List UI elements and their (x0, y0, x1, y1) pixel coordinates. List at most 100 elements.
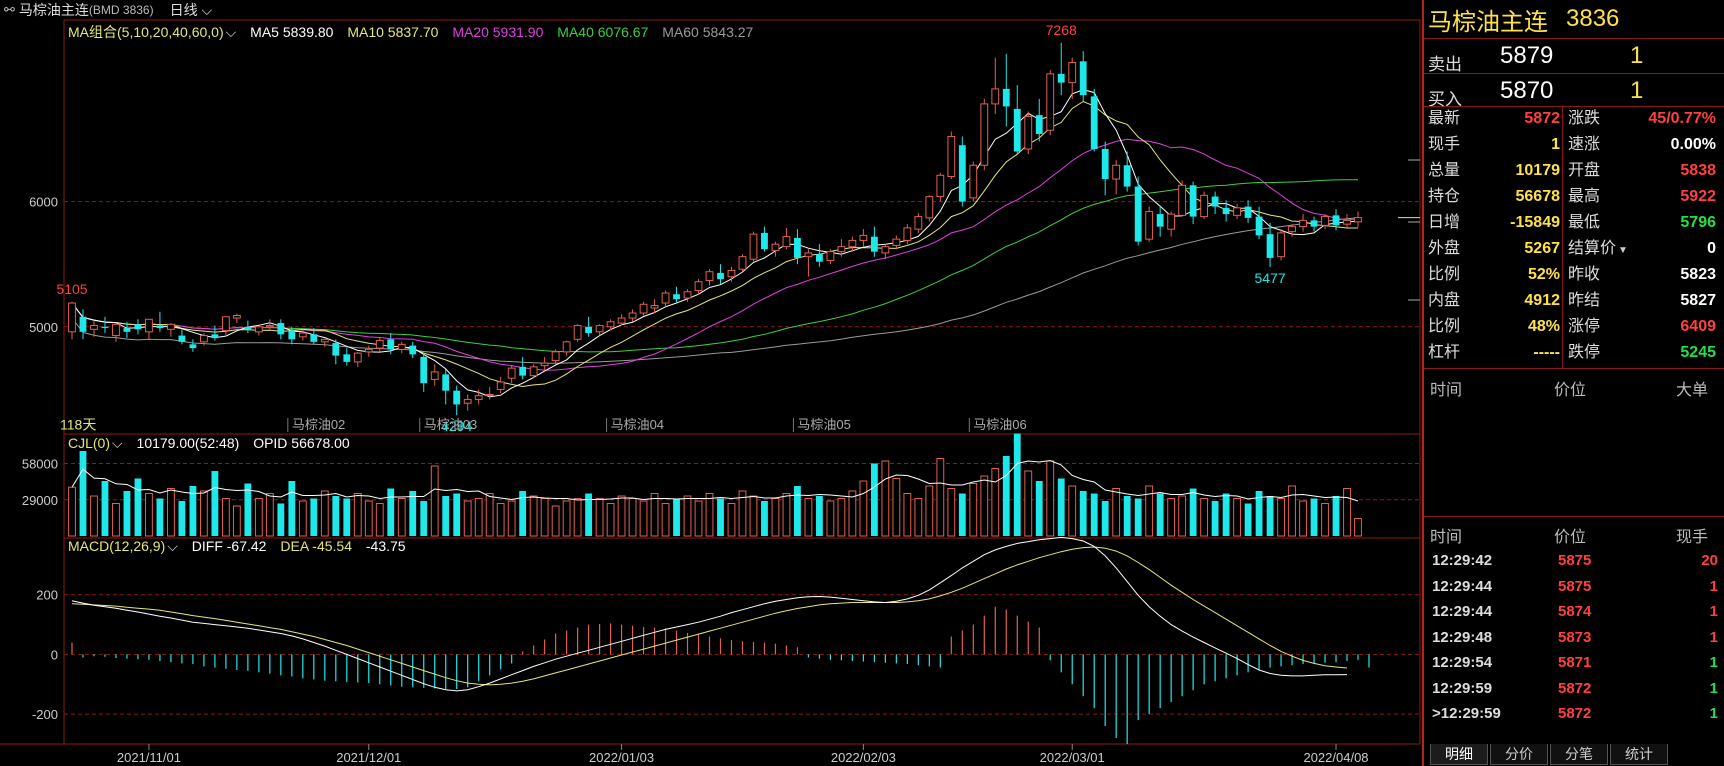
candle-body[interactable] (892, 238, 901, 246)
volume-bar[interactable] (804, 498, 813, 537)
candle-body[interactable] (816, 254, 823, 262)
caret-down-icon[interactable]: ▼ (1618, 245, 1628, 256)
candle-body[interactable] (211, 334, 219, 339)
volume-bar[interactable] (782, 493, 791, 537)
candle-body[interactable] (650, 305, 659, 309)
volume-bar[interactable] (1266, 496, 1274, 536)
candle-body[interactable] (1090, 96, 1098, 149)
volume-bar[interactable] (848, 490, 857, 537)
volume-bar[interactable] (1343, 488, 1351, 537)
candle-body[interactable] (134, 324, 142, 330)
candle-body[interactable] (1156, 214, 1164, 227)
ma-indicator-name[interactable]: MA组合(5,10,20,40,60,0) (68, 24, 224, 40)
volume-bar[interactable] (694, 500, 703, 537)
candle-body[interactable] (595, 325, 604, 333)
volume-bar[interactable] (1321, 503, 1329, 537)
volume-bar[interactable] (914, 498, 923, 537)
tick-row[interactable]: >12:29:59 5872 1 (1428, 701, 1724, 726)
tab-price-dist[interactable]: 分价 (1490, 744, 1548, 765)
volume-bar[interactable] (1167, 498, 1176, 537)
candle-body[interactable] (1255, 216, 1263, 236)
volume-bar[interactable] (837, 498, 846, 537)
candle-body[interactable] (903, 227, 912, 241)
candle-body[interactable] (1046, 73, 1055, 131)
volume-bar[interactable] (585, 493, 593, 537)
candle-body[interactable] (277, 323, 285, 335)
candle-body[interactable] (1266, 234, 1274, 258)
candle-body[interactable] (1178, 184, 1187, 216)
candle-body[interactable] (705, 271, 714, 281)
volume-bar[interactable] (353, 493, 362, 537)
candle-body[interactable] (826, 251, 835, 261)
candle-body[interactable] (420, 356, 428, 384)
volume-bar[interactable] (1079, 491, 1087, 536)
volume-bar[interactable] (1222, 493, 1230, 537)
candle-body[interactable] (914, 216, 923, 230)
volume-bar[interactable] (661, 503, 670, 537)
candle-body[interactable] (519, 366, 527, 376)
volume-bar[interactable] (112, 503, 120, 537)
volume-bar[interactable] (1310, 498, 1318, 537)
volume-bar[interactable] (1156, 493, 1164, 537)
volume-bar[interactable] (1189, 488, 1197, 537)
volume-bar[interactable] (816, 496, 823, 536)
tick-row[interactable]: 12:29:42 5875 20 (1428, 548, 1724, 573)
candle-body[interactable] (1145, 211, 1154, 240)
volume-bar[interactable] (771, 498, 780, 537)
candle-body[interactable] (332, 343, 340, 356)
volume-bar[interactable] (606, 503, 615, 537)
candle-body[interactable] (353, 352, 362, 363)
volume-bar[interactable] (936, 458, 945, 537)
candle-body[interactable] (1288, 226, 1296, 233)
candle-body[interactable] (727, 269, 736, 278)
candle-body[interactable] (673, 294, 680, 300)
candle-body[interactable] (980, 103, 989, 166)
candle-body[interactable] (694, 281, 703, 291)
volume-bar[interactable] (310, 498, 318, 537)
volume-bar[interactable] (364, 500, 373, 537)
candle-body[interactable] (430, 371, 439, 380)
candle-body[interactable] (771, 243, 780, 251)
volume-bar[interactable] (969, 483, 978, 537)
period-selector[interactable]: 日线 ⌵ (170, 0, 213, 20)
volume-bar[interactable] (134, 478, 142, 537)
link-icon[interactable]: ⚯ (4, 2, 15, 17)
volume-bar[interactable] (474, 498, 483, 537)
candle-body[interactable] (474, 395, 483, 400)
candle-body[interactable] (639, 303, 648, 314)
candle-body[interactable] (1057, 73, 1065, 83)
volume-bar[interactable] (254, 498, 263, 537)
volume-bar[interactable] (1332, 496, 1340, 536)
candle-body[interactable] (298, 332, 307, 338)
volume-bar[interactable] (68, 486, 76, 537)
buy-quote-row[interactable]: 买入 5870 1 (1426, 75, 1722, 109)
volume-bar[interactable] (1101, 501, 1109, 536)
candle-body[interactable] (936, 174, 945, 198)
candle-body[interactable] (749, 233, 758, 260)
volume-bar[interactable] (496, 503, 505, 537)
candle-body[interactable] (947, 135, 956, 178)
candle-body[interactable] (881, 246, 890, 254)
volume-bar[interactable] (573, 498, 582, 537)
candle-body[interactable] (1244, 206, 1252, 218)
candle-body[interactable] (585, 326, 593, 334)
candle-body[interactable] (1013, 108, 1021, 152)
volume-bar[interactable] (79, 451, 87, 536)
volume-bar[interactable] (453, 493, 461, 537)
candle-body[interactable] (1123, 165, 1131, 187)
candle-body[interactable] (1024, 115, 1033, 150)
volume-bar[interactable] (1112, 488, 1121, 537)
volume-bar[interactable] (463, 500, 472, 537)
volume-bar[interactable] (1255, 491, 1263, 536)
volume-bar[interactable] (145, 493, 153, 537)
macd-indicator-name[interactable]: MACD(12,26,9) (68, 538, 166, 554)
candle-body[interactable] (244, 326, 252, 330)
volume-bar[interactable] (1178, 495, 1187, 537)
candle-body[interactable] (310, 334, 318, 342)
volume-bar[interactable] (101, 481, 109, 536)
volume-bar[interactable] (1134, 498, 1142, 537)
candle-body[interactable] (1101, 148, 1109, 180)
volume-bar[interactable] (265, 493, 274, 537)
volume-bar[interactable] (519, 491, 527, 536)
volume-bar[interactable] (1068, 485, 1077, 537)
